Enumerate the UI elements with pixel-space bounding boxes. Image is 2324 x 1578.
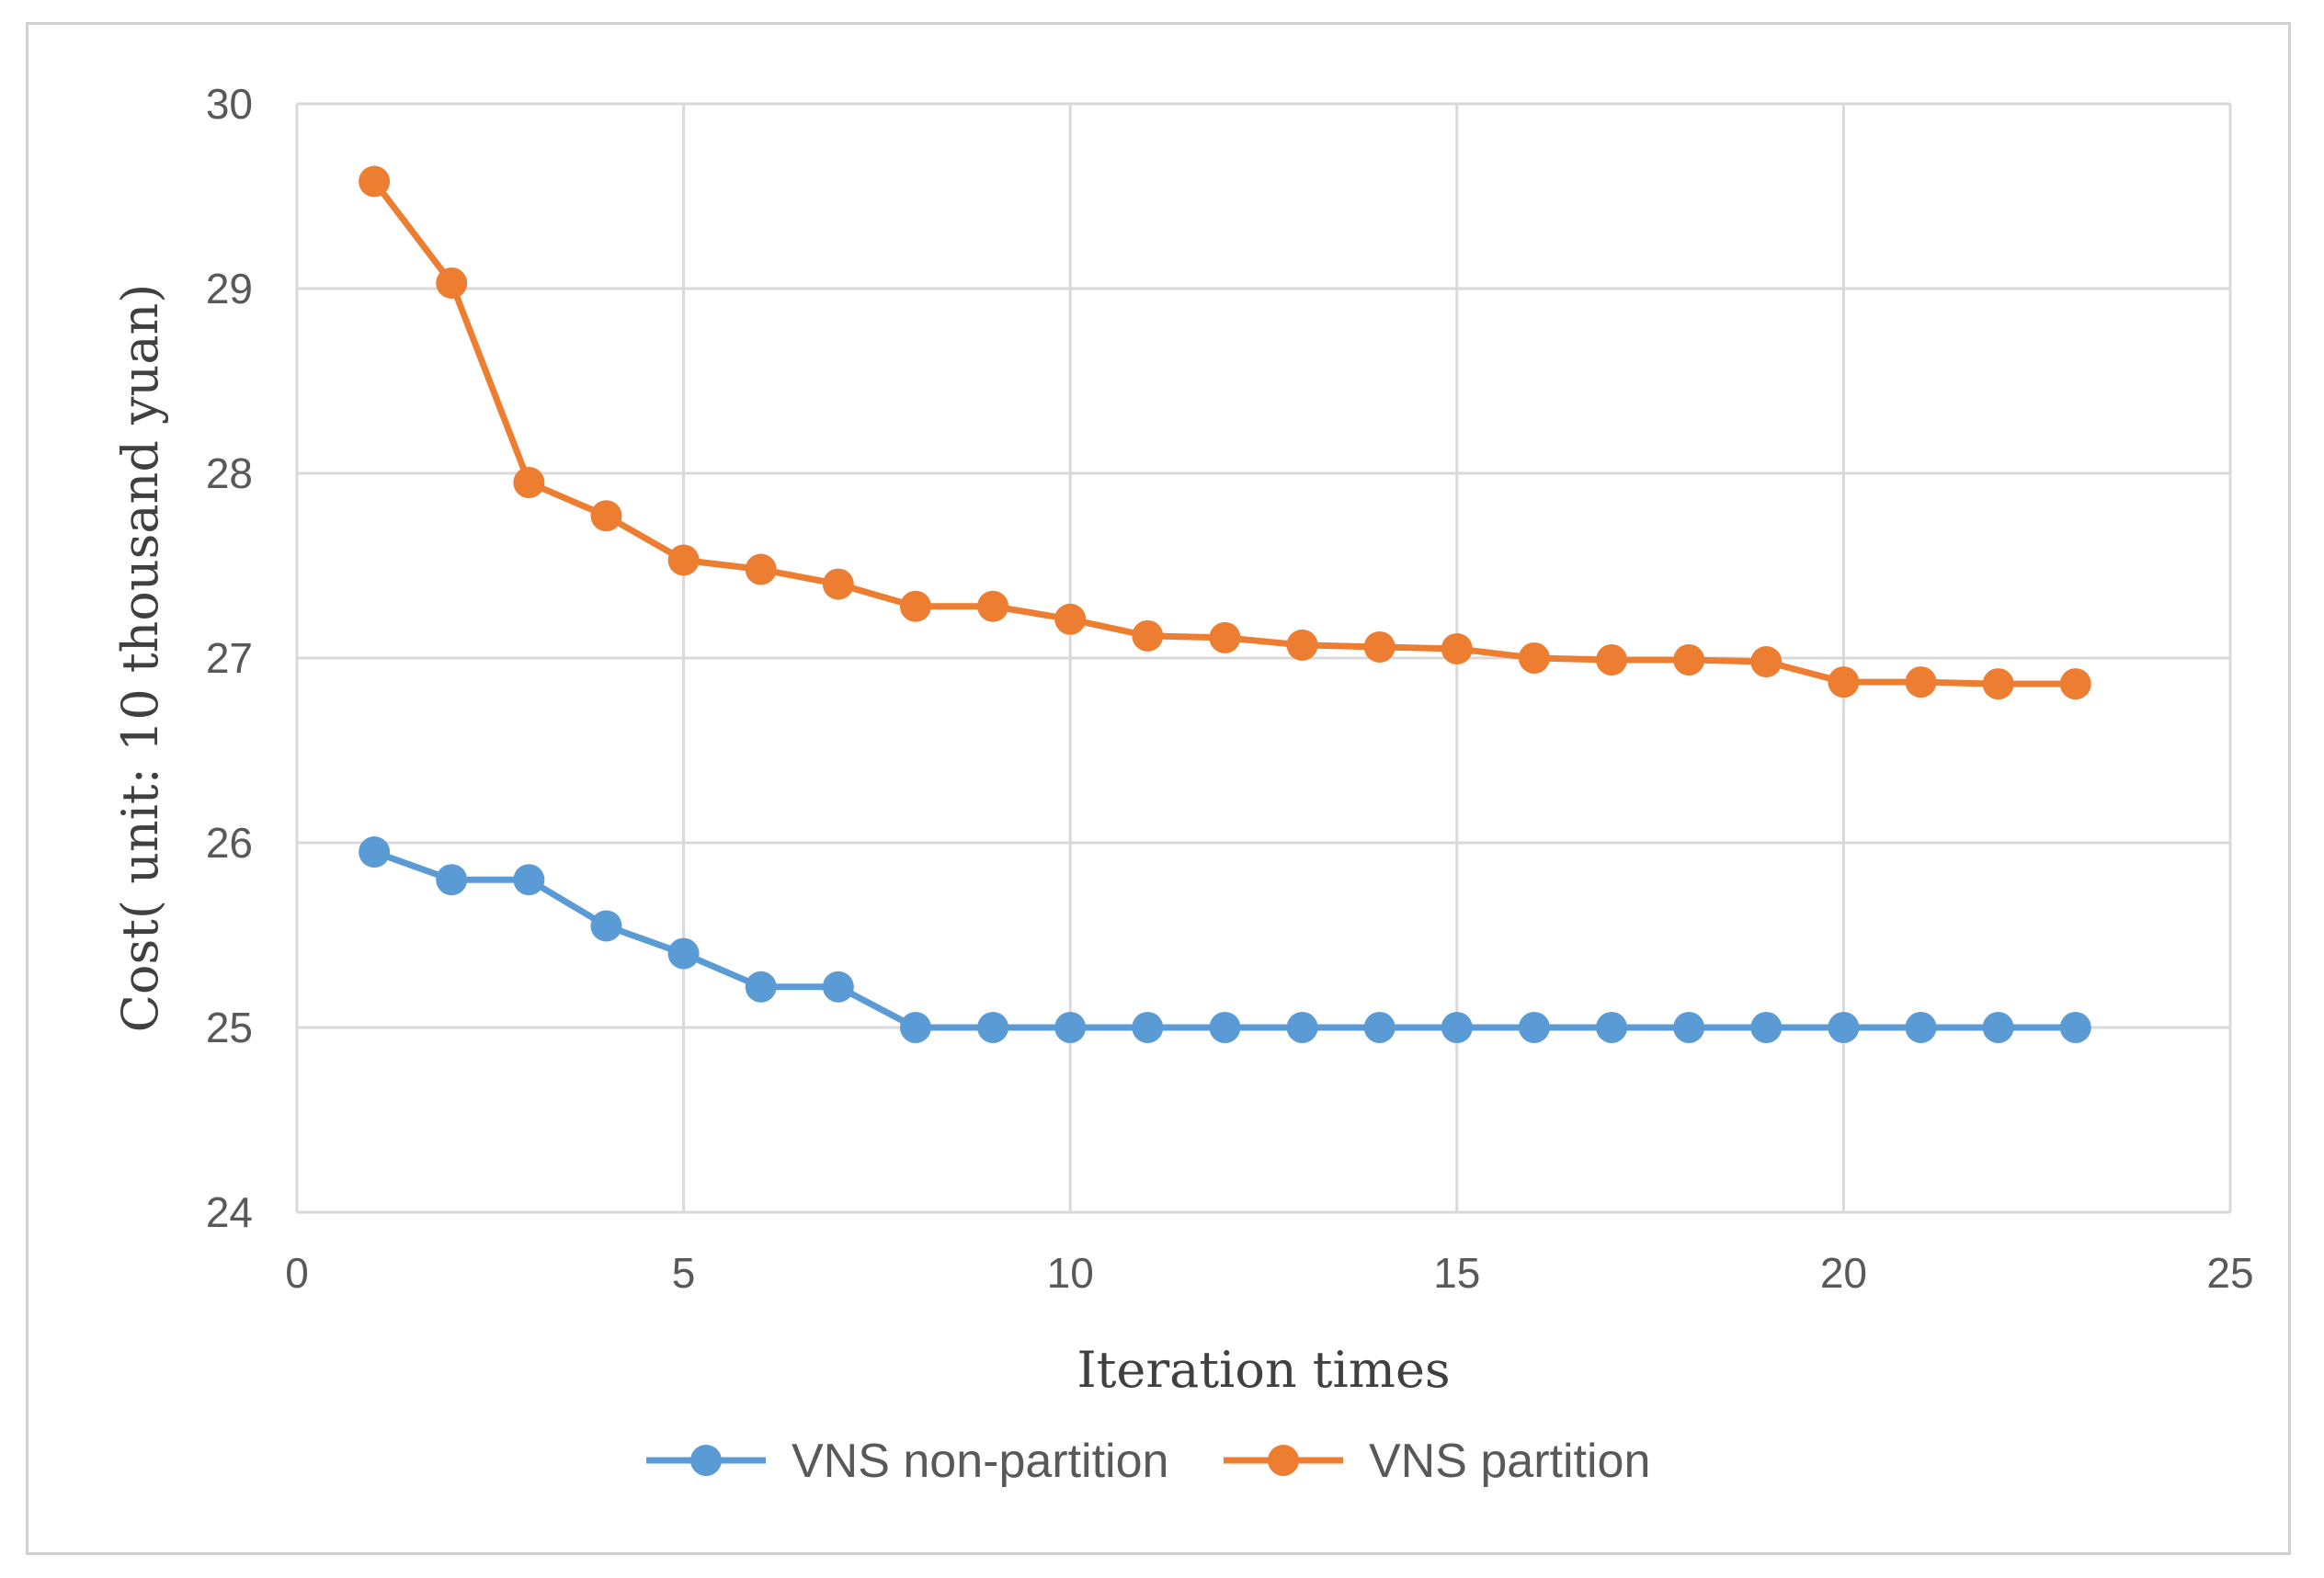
data-point [1209, 621, 1241, 653]
data-point [822, 971, 854, 1003]
data-point [590, 500, 622, 532]
data-point [1750, 646, 1783, 678]
data-point [1982, 1012, 2014, 1043]
x-tick-label: 5 [672, 1249, 696, 1297]
data-point [1441, 1012, 1473, 1043]
legend-item-partition: VNS partition [1224, 1435, 1650, 1488]
data-point [1286, 629, 1318, 661]
data-point [359, 836, 391, 868]
data-point [359, 165, 391, 198]
chart-frame: 24 25 26 27 28 29 30 0 5 10 15 20 25 Cost( unit: 10 … [26, 22, 2291, 1555]
legend-label-partition: VNS partition [1369, 1435, 1650, 1488]
data-point [1363, 630, 1396, 663]
data-point [822, 568, 854, 600]
tick-labels: 24 25 26 27 28 29 30 0 5 10 15 20 25 [206, 80, 2254, 1297]
y-tick-label: 29 [206, 265, 253, 312]
data-point [1982, 668, 2014, 700]
data-point [1286, 1012, 1318, 1043]
data-point [1132, 619, 1164, 652]
x-tick-label: 0 [285, 1249, 309, 1297]
x-axis-title: Iteration times [1077, 1341, 1450, 1399]
data-point [1518, 642, 1550, 674]
legend: VNS non-partition VNS partition [646, 1435, 1650, 1488]
data-point [745, 553, 777, 585]
data-point [1054, 1012, 1087, 1043]
data-point [1596, 644, 1628, 676]
legend-marker-non-partition [690, 1445, 722, 1476]
data-point [1673, 644, 1705, 676]
data-point [1673, 1012, 1705, 1043]
y-tick-label: 24 [206, 1188, 253, 1236]
data-point [977, 590, 1009, 622]
data-point [590, 910, 622, 942]
legend-marker-partition [1268, 1445, 1299, 1476]
data-point [667, 544, 700, 576]
data-point [1518, 1012, 1550, 1043]
y-tick-label: 26 [206, 819, 253, 867]
data-point [1363, 1012, 1396, 1043]
data-point [2059, 1012, 2091, 1043]
data-point [1596, 1012, 1628, 1043]
data-point [1441, 632, 1473, 664]
data-point [1750, 1012, 1783, 1043]
data-point [2059, 668, 2091, 700]
data-point [667, 937, 700, 970]
data-point [977, 1012, 1009, 1043]
data-point [899, 590, 931, 622]
data-point [436, 267, 468, 299]
series [359, 165, 2091, 1043]
data-point [1054, 603, 1087, 635]
legend-label-non-partition: VNS non-partition [792, 1435, 1168, 1488]
data-point [1132, 1012, 1164, 1043]
legend-item-non-partition: VNS non-partition [646, 1435, 1168, 1488]
series-partition [359, 165, 2091, 700]
series-line [371, 179, 2076, 687]
x-tick-label: 10 [1047, 1249, 1094, 1297]
series-non-partition [359, 836, 2091, 1043]
data-point [436, 864, 468, 896]
data-point [513, 467, 545, 499]
y-tick-label: 25 [206, 1004, 253, 1051]
data-point [1828, 1012, 1860, 1043]
data-point [1209, 1012, 1241, 1043]
data-point [1905, 1012, 1937, 1043]
gridlines [295, 102, 2232, 1214]
x-tick-label: 15 [1433, 1249, 1480, 1297]
data-point [745, 971, 777, 1003]
y-tick-label: 30 [206, 80, 253, 128]
x-tick-label: 20 [1820, 1249, 1867, 1297]
data-point [899, 1012, 931, 1043]
data-point [1828, 666, 1860, 698]
data-point [513, 864, 545, 896]
line-chart: 24 25 26 27 28 29 30 0 5 10 15 20 25 Cost( unit: 10 … [111, 80, 2254, 1488]
y-tick-label: 28 [206, 449, 253, 497]
series-line [372, 848, 2076, 1031]
y-axis-title: Cost( unit: 10 thousand yuan) [111, 284, 169, 1033]
x-tick-label: 25 [2206, 1249, 2253, 1297]
y-tick-label: 27 [206, 634, 253, 682]
data-point [1905, 666, 1937, 698]
